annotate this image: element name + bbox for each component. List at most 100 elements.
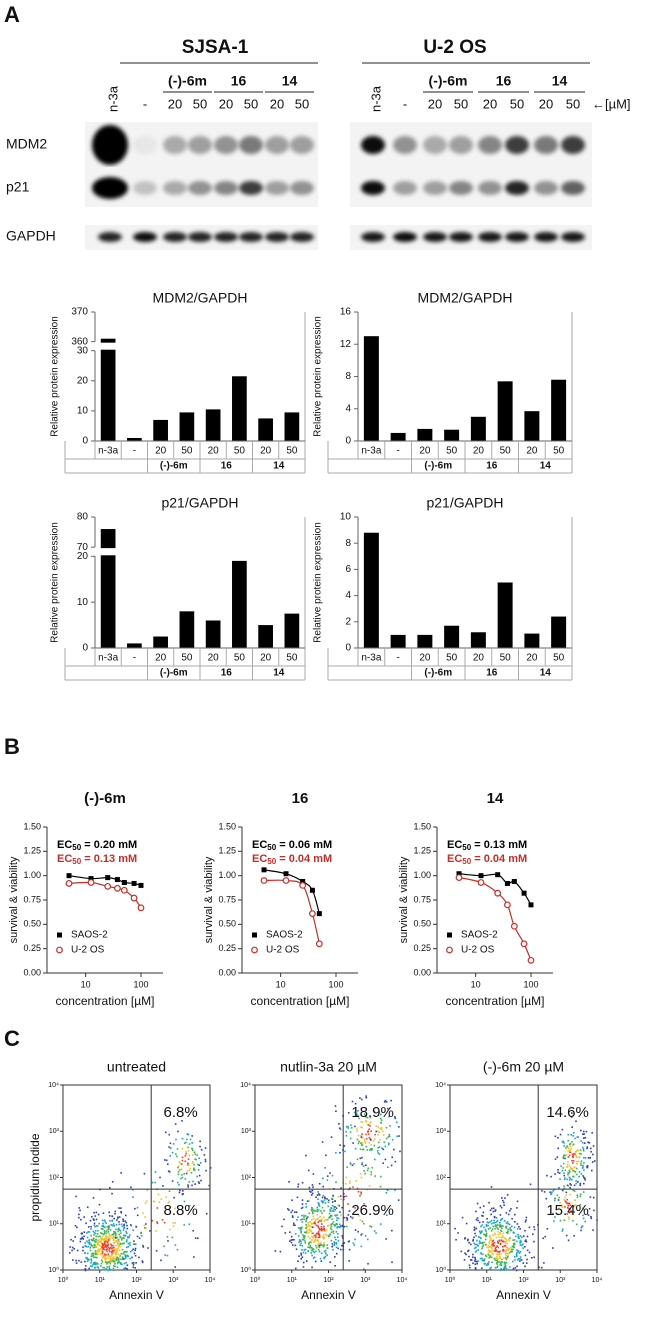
event-dot [567,1133,570,1136]
event-dot [70,1238,72,1241]
event-dot [316,1206,319,1209]
event-dot [110,1247,113,1250]
event-dot [126,1264,129,1267]
event-dot [385,1238,387,1240]
event-dot [124,1255,127,1257]
event-dot [320,1260,323,1262]
event-dot [574,1150,577,1153]
event-dot [300,1231,302,1234]
event-dot [85,1246,88,1248]
event-dot [319,1218,321,1221]
event-dot [181,1159,184,1162]
bar [179,412,195,441]
event-dot [484,1234,486,1236]
event-dot [345,1125,348,1128]
event-dot [533,1240,535,1243]
event-dot [204,1147,207,1149]
event-dot [343,1145,346,1147]
event-dot [465,1253,467,1256]
event-dot [318,1203,320,1205]
y-tick-label: 10⁴ [435,1082,446,1089]
event-dot [308,1212,311,1215]
event-dot [90,1258,93,1260]
event-dot [334,1105,337,1107]
event-dot [317,1193,320,1195]
event-dot [376,1213,378,1215]
event-dot [311,1184,314,1186]
event-dot [502,1249,505,1252]
event-dot [164,1254,166,1256]
y-tick-label: 1.50 [218,821,236,831]
event-dot [370,1173,373,1176]
bar [127,437,142,441]
event-dot [370,1130,373,1132]
event-dot [183,1173,185,1175]
y-tick-label: 360 [71,336,88,347]
event-dot [326,1175,329,1177]
event-dot [141,1261,144,1264]
event-dot [569,1145,572,1148]
event-dot [519,1227,521,1230]
event-dot [515,1235,517,1238]
event-dot [118,1227,120,1230]
event-dot [572,1189,574,1192]
event-dot [310,1249,313,1252]
event-dot [316,1218,318,1221]
event-dot [343,1192,345,1195]
event-dot [364,1234,367,1237]
x-tick-label: 10² [518,1277,529,1284]
event-dot [188,1181,191,1183]
ec-sub: 50 [72,843,81,852]
event-dot [581,1225,584,1227]
event-dot [97,1267,100,1269]
event-dot [95,1218,98,1221]
event-dot [311,1226,314,1229]
event-dot [291,1209,294,1212]
event-dot [354,1238,356,1241]
x-tick-label: 10⁴ [592,1277,603,1284]
event-dot [322,1200,324,1203]
event-dot [558,1186,560,1189]
x-tick-label: 10⁰ [445,1276,456,1284]
event-dot [488,1243,491,1245]
marker [120,886,128,894]
event-dot [587,1141,589,1144]
event-dot [363,1138,366,1141]
event-dot [507,1213,510,1216]
event-dot [504,1257,507,1259]
event-dot [310,1252,313,1254]
event-dot [208,1184,211,1187]
event-dot [319,1210,322,1212]
event-dot [379,1138,382,1141]
event-dot [96,1262,98,1265]
event-dot [517,1259,519,1261]
event-dot [570,1211,573,1213]
event-dot [573,1166,576,1169]
event-dot [133,1243,135,1245]
event-dot [570,1184,572,1186]
event-dot [151,1219,154,1222]
event-dot [366,1238,369,1241]
event-dot [204,1158,207,1161]
event-dot [496,1259,499,1262]
event-dot [145,1223,147,1225]
event-dot [71,1246,74,1249]
event-dot [582,1149,585,1152]
event-dot [86,1256,88,1259]
event-dot [477,1260,479,1262]
event-dot [93,1219,95,1221]
event-dot [172,1225,175,1227]
y-tick-label: 1.00 [23,870,41,880]
event-dot [106,1262,108,1265]
event-dot [123,1262,126,1265]
event-dot [495,1217,498,1219]
event-dot [103,1256,106,1259]
event-dot [315,1244,317,1247]
event-dot [181,1176,184,1179]
x-tick-label: 10³ [168,1277,179,1284]
event-dot [559,1133,562,1136]
event-dot [90,1245,93,1247]
event-dot [302,1251,305,1254]
event-dot [478,1230,481,1233]
event-dot [124,1253,126,1256]
